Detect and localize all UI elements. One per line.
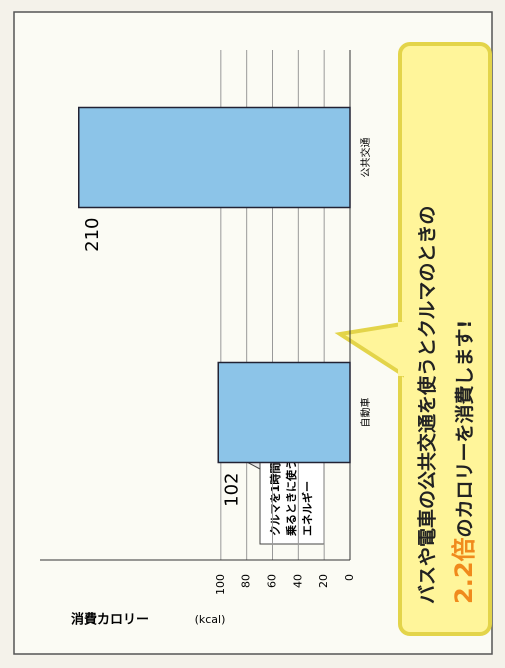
y-tick-label: 60 bbox=[266, 574, 279, 588]
y-tick-label: 0 bbox=[343, 574, 356, 581]
bar bbox=[78, 106, 351, 209]
headline-line2: 2.2倍のカロリーを消費します! bbox=[450, 320, 478, 604]
headline-rest: のカロリーを消費します! bbox=[453, 320, 476, 538]
y-tick-label: 100 bbox=[214, 574, 227, 595]
value-label: 210 bbox=[82, 218, 103, 252]
x-tick-label: 自動車 bbox=[359, 398, 372, 428]
headline-emphasis: 2.2倍 bbox=[450, 537, 478, 604]
x-tick-label: 公共交通 bbox=[359, 138, 372, 178]
y-axis-unit: (kcal) bbox=[195, 613, 226, 626]
rotated-content: バスや電車の公共交通を使うとクルマのときの 2.2倍のカロリーを消費します! 消… bbox=[40, 42, 492, 636]
annotation-line: クルマを1時間 bbox=[268, 463, 282, 536]
y-tick-label: 40 bbox=[291, 574, 304, 588]
annotation-line: エネルギー bbox=[300, 481, 314, 536]
value-label: 102 bbox=[221, 473, 242, 507]
headline-line1: バスや電車の公共交通を使うとクルマのときの bbox=[416, 206, 439, 604]
bar bbox=[217, 361, 351, 464]
annotation: クルマを1時間 乗るときに使う エネルギー bbox=[268, 459, 314, 536]
y-tick-label: 80 bbox=[240, 574, 253, 588]
y-tick-label: 20 bbox=[317, 574, 330, 588]
y-axis-label: 消費カロリー bbox=[71, 612, 149, 628]
annotation-line: 乗るときに使う bbox=[284, 459, 298, 536]
callout-join bbox=[398, 322, 406, 376]
